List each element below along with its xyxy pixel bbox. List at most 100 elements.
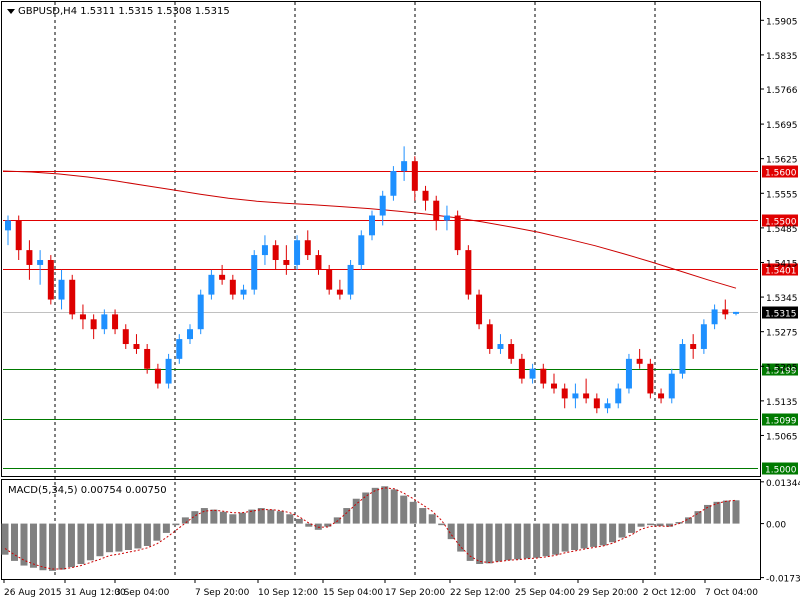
candle xyxy=(187,329,193,340)
y-tick-label: 1.5415 xyxy=(766,259,798,269)
candle xyxy=(593,398,600,409)
candle xyxy=(700,324,707,349)
macd-bar xyxy=(428,514,436,524)
candle xyxy=(240,289,247,295)
macd-y-tick-label: 0.00 xyxy=(766,521,786,531)
x-tick-label: 3 Sep 04:00 xyxy=(115,588,170,598)
candle xyxy=(529,368,536,379)
candle xyxy=(101,314,108,330)
macd-bar xyxy=(466,523,474,561)
triangle-down-icon[interactable] xyxy=(7,9,15,14)
macd-bar xyxy=(438,523,446,526)
candle xyxy=(112,314,119,330)
macd-bar xyxy=(723,500,731,524)
macd-bar xyxy=(20,523,28,566)
candle xyxy=(561,388,568,399)
macd-bar xyxy=(267,509,275,524)
candle xyxy=(540,368,547,384)
macd-bar xyxy=(153,523,161,541)
macd-bar xyxy=(647,523,655,526)
macd-bar xyxy=(305,523,313,527)
candle xyxy=(668,373,675,399)
candle xyxy=(5,220,11,231)
candle xyxy=(551,383,557,389)
macd-bar xyxy=(533,523,541,558)
y-tick-label: 1.5135 xyxy=(766,398,798,408)
y-tick-label: 1.5766 xyxy=(766,86,798,96)
macd-bar xyxy=(580,523,588,549)
candle xyxy=(679,344,686,374)
macd-bar xyxy=(571,523,579,551)
macd-bar xyxy=(628,523,636,533)
candle xyxy=(465,250,472,295)
candle xyxy=(133,344,140,349)
candle xyxy=(326,269,333,290)
macd-bar xyxy=(419,508,427,524)
level-label-box xyxy=(762,214,798,227)
y-tick-label: 1.5695 xyxy=(766,121,798,131)
y-tick-label: 1.5205 xyxy=(766,363,798,373)
macd-bar xyxy=(58,523,66,570)
macd-bar xyxy=(105,523,113,553)
macd-bar xyxy=(115,523,123,552)
y-tick-label: 1.5905 xyxy=(766,17,798,27)
level-label-box xyxy=(762,462,798,475)
macd-bar xyxy=(561,523,569,552)
macd-bar xyxy=(713,501,721,524)
macd-bar xyxy=(409,501,417,524)
candle xyxy=(625,358,632,389)
macd-bar xyxy=(400,495,408,524)
current-price-label: 1.5315 xyxy=(765,310,797,320)
macd-bar xyxy=(704,504,712,524)
macd-bar xyxy=(476,523,484,565)
candle xyxy=(283,260,290,265)
macd-bar xyxy=(552,523,560,555)
macd-bar xyxy=(352,498,360,524)
candle xyxy=(497,344,504,349)
level-label-box xyxy=(762,413,798,426)
macd-bar xyxy=(191,511,199,524)
candle xyxy=(272,245,279,261)
macd-bar xyxy=(694,511,702,524)
level-label: 1.5600 xyxy=(765,169,797,179)
macd-bar xyxy=(637,523,645,527)
macd-bar xyxy=(514,523,522,560)
macd-bar xyxy=(523,523,531,559)
level-label: 1.5199 xyxy=(765,367,797,377)
moving-average-line xyxy=(2,170,737,289)
macd-bar xyxy=(685,517,693,524)
x-tick-label: 10 Sep 12:00 xyxy=(258,588,318,598)
level-label-box xyxy=(762,263,798,276)
y-tick-label: 1.5345 xyxy=(766,294,798,304)
macd-bar xyxy=(675,522,683,524)
macd-bar xyxy=(457,523,465,552)
candle xyxy=(604,403,611,409)
candle xyxy=(422,190,429,201)
candle xyxy=(369,215,375,236)
x-tick-label: 25 Sep 04:00 xyxy=(515,588,575,598)
candle xyxy=(733,311,739,314)
macd-bar xyxy=(162,523,170,533)
candle xyxy=(122,329,129,345)
macd-bar xyxy=(656,523,664,527)
macd-bar xyxy=(238,512,246,524)
macd-bar xyxy=(609,523,617,543)
macd-bar xyxy=(618,523,626,538)
candle xyxy=(711,309,718,325)
x-tick-label: 7 Sep 20:00 xyxy=(195,588,250,598)
macd-bar xyxy=(219,511,227,524)
macd-bar xyxy=(86,523,94,561)
candle xyxy=(219,274,226,280)
macd-bar xyxy=(1,523,9,555)
candle xyxy=(229,279,236,295)
x-tick-label: 22 Sep 12:00 xyxy=(450,588,510,598)
candle xyxy=(379,195,386,216)
candle xyxy=(390,171,397,196)
candle xyxy=(615,388,622,404)
macd-y-tick-label: -0.01737 xyxy=(766,575,800,585)
macd-bar xyxy=(295,518,303,524)
candle xyxy=(476,294,483,325)
candle xyxy=(144,348,151,369)
